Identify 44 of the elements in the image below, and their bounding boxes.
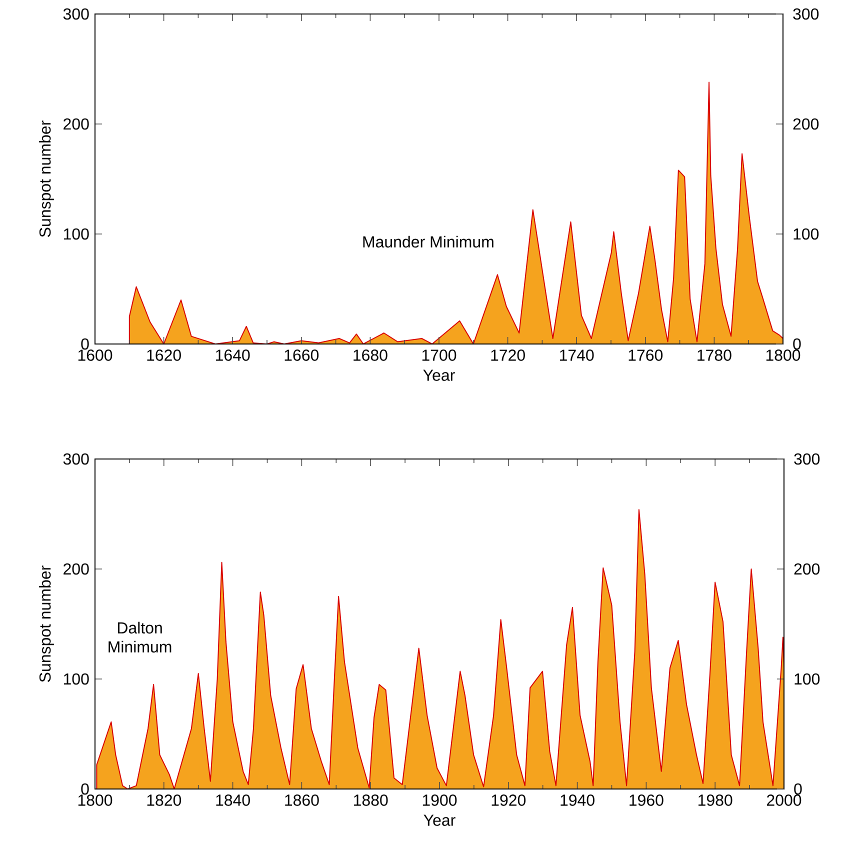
y-tick-label: 100 [64, 673, 89, 685]
x-tick-label: 1720 [491, 350, 525, 361]
y-tick-label: 200 [64, 118, 89, 130]
x-tick-label: 1980 [698, 794, 732, 806]
y-tick-label: 300 [63, 8, 89, 20]
y-tick-label: 300 [63, 453, 89, 465]
y2-tick-label: 200 [794, 563, 820, 575]
x-tick-label: 1840 [216, 794, 250, 806]
y2-tick-label: 300 [794, 453, 820, 465]
annotation: Dalton Minimum [108, 622, 172, 653]
x-axis-title: Year [423, 370, 455, 381]
y2-tick-label: 0 [793, 338, 801, 350]
annotation: Maunder Minimum [363, 236, 494, 248]
x-tick-label: 1780 [698, 350, 732, 361]
y2-tick-label: 100 [794, 673, 820, 685]
y-axis-title: Sunspot number [38, 566, 54, 682]
x-tick-label: 1680 [354, 350, 388, 361]
x-tick-label: 1800 [766, 350, 800, 361]
y-tick-label: 200 [64, 563, 89, 575]
y-tick-label: 0 [81, 783, 89, 795]
x-tick-label: 1800 [78, 794, 112, 806]
x-tick-label: 1940 [560, 794, 594, 806]
x-tick-label: 1860 [285, 794, 319, 806]
x-tick-label: 1880 [354, 794, 388, 806]
x-tick-label: 1760 [628, 350, 663, 361]
x-tick-label: 1820 [147, 794, 182, 806]
y2-tick-label: 0 [794, 783, 802, 795]
x-tick-label: 1640 [216, 350, 250, 361]
y2-tick-label: 300 [793, 8, 819, 20]
x-tick-label: 1700 [422, 350, 456, 361]
y-tick-label: 0 [81, 338, 89, 350]
x-tick-label: 1900 [422, 794, 457, 806]
x-tick-label: 1600 [78, 350, 112, 361]
x-tick-label: 1920 [492, 794, 526, 806]
y2-tick-label: 200 [793, 118, 819, 130]
x-tick-label: 1620 [147, 350, 181, 361]
x-tick-label: 1660 [284, 350, 319, 361]
x-tick-label: 1740 [560, 350, 594, 361]
x-tick-label: 2000 [766, 794, 802, 806]
y-axis-title: Sunspot number [38, 120, 54, 237]
y2-tick-label: 100 [794, 228, 819, 240]
y-tick-label: 100 [64, 228, 89, 240]
x-axis-title: Year [424, 814, 456, 826]
x-tick-label: 1960 [630, 794, 664, 806]
